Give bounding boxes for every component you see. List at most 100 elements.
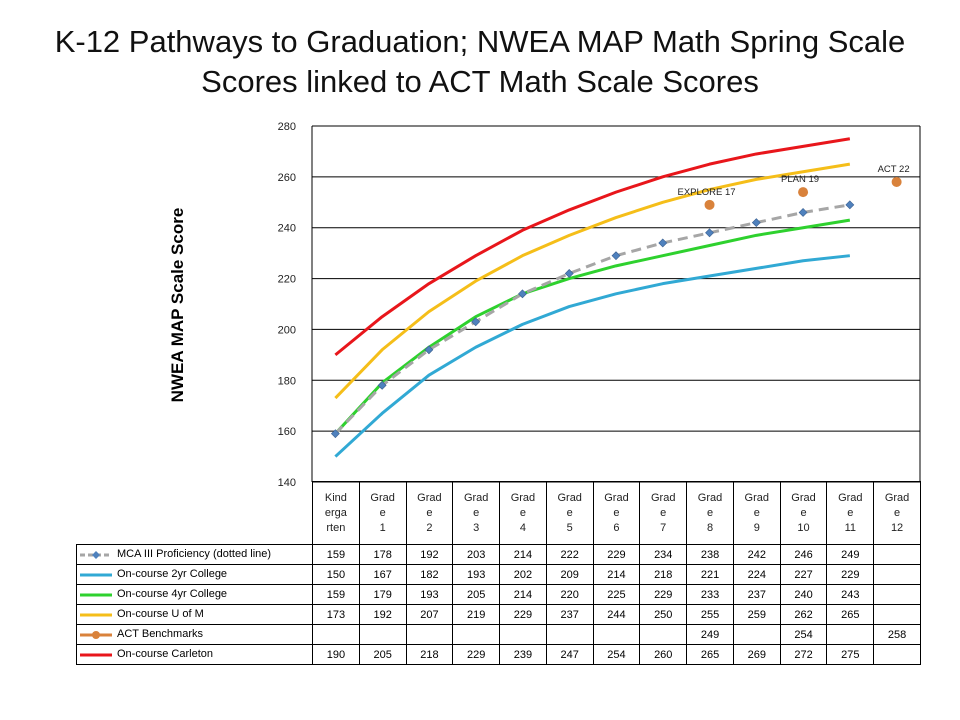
- data-point-mca: [751, 218, 761, 228]
- table-cell: [592, 624, 641, 645]
- series-name: ACT Benchmarks: [117, 628, 203, 641]
- table-cell: 265: [686, 644, 734, 665]
- table-cell: 244: [592, 604, 641, 625]
- table-cell: [873, 564, 921, 585]
- category-label: Grad e 9: [732, 481, 781, 545]
- y-tick-label: 280: [278, 121, 296, 133]
- table-cell: 225: [592, 584, 641, 605]
- table-cell: 265: [826, 604, 875, 625]
- table-row: On-course Carleton 190 205 218 229 239 247 254 2…: [76, 644, 921, 665]
- annotation-label: ACT 22: [878, 164, 910, 175]
- table-cell: 269: [732, 644, 781, 665]
- table-cell: 254: [779, 624, 828, 645]
- legend-entry: On-course Carleton: [76, 644, 313, 665]
- table-cell: 214: [499, 544, 547, 565]
- table-cell: 205: [452, 584, 501, 605]
- data-point-mca: [471, 317, 481, 327]
- table-cell: 214: [592, 564, 641, 585]
- data-point-mca: [845, 200, 855, 210]
- table-cell: [873, 644, 921, 665]
- table-cell: 224: [732, 564, 781, 585]
- category-label: Grad e 6: [592, 481, 641, 545]
- table-row: MCA III Proficiency (dotted line) 159 178 1…: [76, 544, 921, 565]
- chart-title: K-12 Pathways to Graduation; NWEA MAP Ma…: [54, 24, 906, 99]
- table-cell: [312, 624, 360, 645]
- legend-entry: On-course U of M: [76, 604, 313, 625]
- table-cell: 179: [358, 584, 407, 605]
- series-name: On-course U of M: [117, 608, 204, 621]
- legend-key-icon: [80, 630, 112, 639]
- table-cell: [545, 624, 594, 645]
- category-label: Grad e 2: [405, 481, 454, 545]
- data-point-act-benchmark: [798, 187, 809, 198]
- table-cell: [732, 624, 781, 645]
- table-cell: 227: [779, 564, 828, 585]
- series-line-on-course-2yr-college: [334, 254, 851, 458]
- data-point-mca: [518, 289, 527, 299]
- table-row: ACT Benchmarks 249 254 258: [76, 624, 921, 645]
- table-cell: 229: [452, 644, 501, 665]
- table-cell: 159: [312, 584, 360, 605]
- category-label: Grad e 1: [358, 481, 407, 545]
- table-cell: 237: [545, 604, 594, 625]
- table-cell: 259: [732, 604, 781, 625]
- table-cell: 190: [312, 644, 360, 665]
- data-point-act-benchmark: [704, 199, 715, 210]
- table-cell: [452, 624, 501, 645]
- table-cell: 202: [499, 564, 547, 585]
- annotation-label: EXPLORE 17: [677, 187, 735, 198]
- table-cell: 205: [358, 644, 407, 665]
- table-cell: 272: [779, 644, 828, 665]
- table-cell: 260: [639, 644, 688, 665]
- legend-key-icon: [80, 593, 112, 597]
- category-label: Grad e 12: [873, 481, 921, 545]
- legend-entry: On-course 4yr College: [76, 584, 313, 605]
- series-name: On-course 2yr College: [117, 568, 228, 581]
- table-cell: [873, 584, 921, 605]
- table-cell: 255: [686, 604, 734, 625]
- table-cell: [826, 624, 875, 645]
- y-tick-label: 180: [278, 375, 296, 387]
- table-cell: 150: [312, 564, 360, 585]
- table-cell: 214: [499, 584, 547, 605]
- table-cell: 203: [452, 544, 501, 565]
- table-cell: 218: [639, 564, 688, 585]
- table-cell: 240: [779, 584, 828, 605]
- legend-key-icon: [80, 573, 112, 577]
- table-cell: 192: [405, 544, 454, 565]
- y-tick-label: 200: [278, 324, 296, 336]
- table-cell: 178: [358, 544, 407, 565]
- table-cell: [639, 624, 688, 645]
- table-cell: [405, 624, 454, 645]
- table-cell: 221: [686, 564, 734, 585]
- table-cell: 249: [686, 624, 734, 645]
- table-cell: 262: [779, 604, 828, 625]
- table-cell: 237: [732, 584, 781, 605]
- table-cell: 250: [639, 604, 688, 625]
- table-cell: 229: [826, 564, 875, 585]
- table-cell: [499, 624, 547, 645]
- series-line-mca-iii-proficiency-dotted-line: [334, 203, 851, 435]
- data-point-mca: [658, 238, 668, 248]
- legend-entry: On-course 2yr College: [76, 564, 313, 585]
- table-cell: 247: [545, 644, 594, 665]
- legend-key-icon: [80, 550, 112, 559]
- data-point-mca: [377, 380, 387, 390]
- table-cell: 182: [405, 564, 454, 585]
- table-cell: 246: [779, 544, 828, 565]
- legend-entry: ACT Benchmarks: [76, 624, 313, 645]
- table-cell: 159: [312, 544, 360, 565]
- category-label: Grad e 10: [779, 481, 828, 545]
- data-point-mca: [798, 208, 808, 217]
- legend-key-icon: [80, 613, 112, 617]
- table-cell: [873, 544, 921, 565]
- data-point-act-benchmark: [891, 176, 902, 187]
- series-name: On-course 4yr College: [117, 588, 228, 601]
- table-cell: 275: [826, 644, 875, 665]
- y-tick-label: 220: [278, 274, 296, 286]
- table-cell: 207: [405, 604, 454, 625]
- legend-entry: MCA III Proficiency (dotted line): [76, 544, 313, 565]
- annotation-label: PLAN 19: [781, 174, 819, 185]
- category-label: Kind erga rten: [312, 481, 360, 545]
- data-point-mca: [424, 345, 434, 355]
